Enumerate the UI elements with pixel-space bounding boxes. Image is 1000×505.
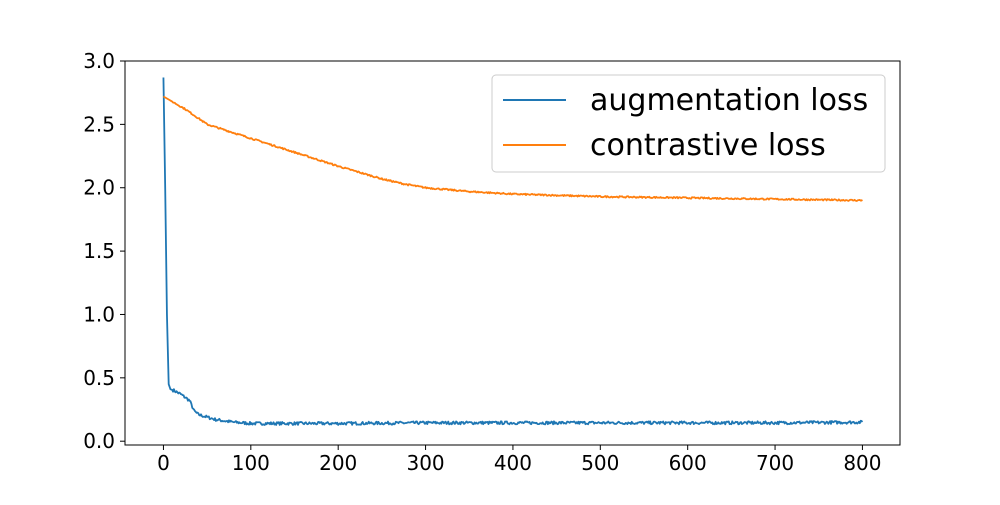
y-tick-label: 0.5 xyxy=(83,366,115,390)
y-axis: 0.0 0.5 1.0 1.5 2.0 2.5 3.0 xyxy=(83,49,125,453)
x-tick-label: 100 xyxy=(232,451,270,475)
y-tick-label: 0.0 xyxy=(83,429,115,453)
x-tick-label: 600 xyxy=(669,451,707,475)
y-tick-label: 2.0 xyxy=(83,176,115,200)
x-tick-label: 700 xyxy=(756,451,794,475)
series-line-augmentation-loss xyxy=(162,77,864,426)
y-tick-label: 2.5 xyxy=(83,112,115,136)
legend-label: augmentation loss xyxy=(590,83,868,118)
x-tick-label: 200 xyxy=(319,451,357,475)
x-tick-label: 500 xyxy=(581,451,619,475)
x-tick-label: 400 xyxy=(494,451,532,475)
series-layer xyxy=(162,77,864,426)
y-tick-label: 1.5 xyxy=(83,239,115,263)
legend-label: contrastive loss xyxy=(590,128,826,163)
x-axis: 0 100 200 300 400 500 600 700 800 xyxy=(157,445,882,475)
y-tick-label: 3.0 xyxy=(83,49,115,73)
x-tick-label: 800 xyxy=(843,451,881,475)
series-line-contrastive-loss xyxy=(162,95,863,202)
x-tick-label: 0 xyxy=(157,451,170,475)
legend: augmentation loss contrastive loss xyxy=(491,74,886,173)
y-tick-label: 1.0 xyxy=(83,302,115,326)
legend-box xyxy=(491,74,886,173)
x-tick-label: 300 xyxy=(406,451,444,475)
